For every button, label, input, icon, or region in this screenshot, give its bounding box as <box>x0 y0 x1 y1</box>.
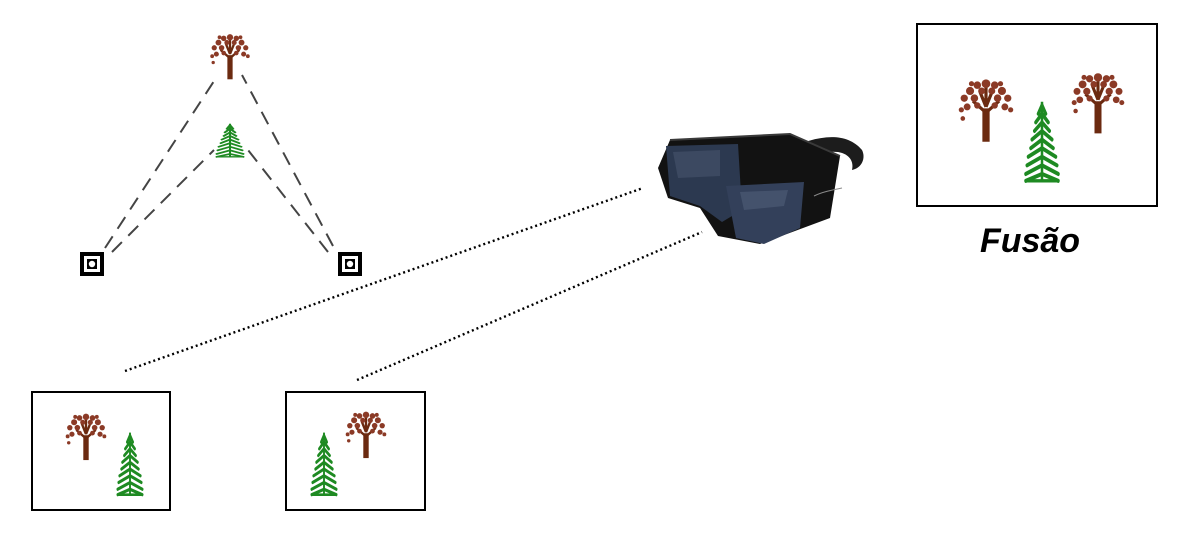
right-camera-sight-line-far <box>241 74 334 247</box>
stereo-glasses-icon <box>658 132 864 244</box>
fusion-caption: Fusão <box>979 222 1081 260</box>
fusion-frame <box>916 23 1158 207</box>
right-camera-icon <box>338 252 362 276</box>
right-eye-image <box>285 391 426 511</box>
pine-tree-icon <box>215 122 245 159</box>
camera-scene <box>80 32 362 276</box>
deciduous-tree-icon <box>209 32 251 81</box>
right-eye-dotted-line <box>356 230 703 382</box>
left-eye-image <box>31 391 171 511</box>
left-camera-icon <box>80 252 104 276</box>
left-camera-sight-line-far <box>104 74 219 249</box>
left-camera-sight-line-near <box>111 149 215 253</box>
right-camera-sight-line-near <box>247 149 329 253</box>
left-eye-dotted-line <box>124 186 644 373</box>
